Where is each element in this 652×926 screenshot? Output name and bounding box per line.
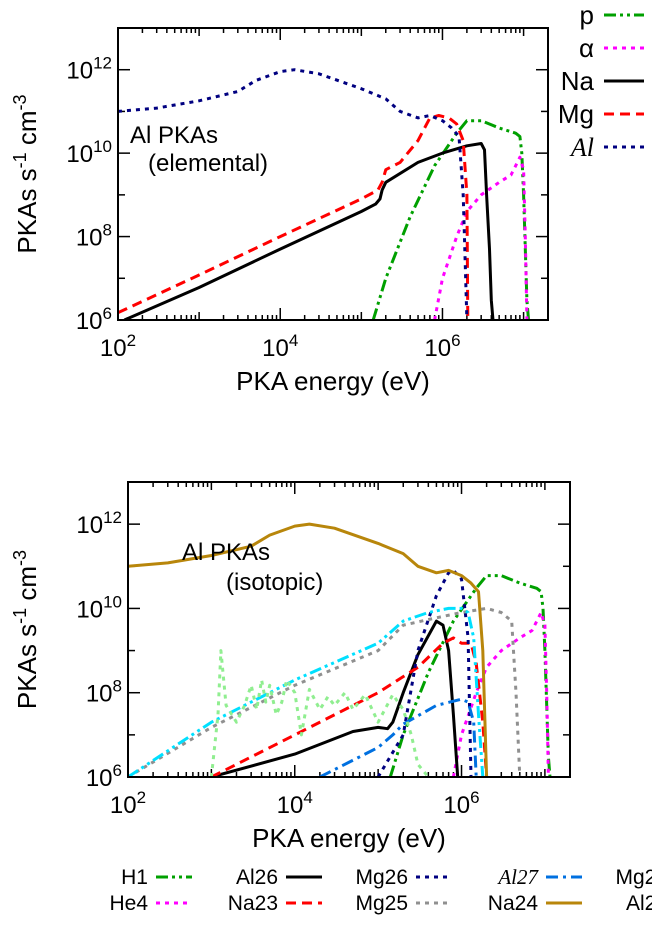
legend-label-p: p bbox=[580, 0, 594, 30]
y-tick-label: 1010 bbox=[66, 137, 112, 168]
y-tick-label: 106 bbox=[76, 304, 112, 335]
y-tick-label: 1012 bbox=[76, 508, 122, 539]
series-group bbox=[118, 68, 530, 320]
annotation-line-2: (elemental) bbox=[148, 150, 268, 177]
y-axis-label: PKAs s-1 cm-3 bbox=[10, 550, 42, 709]
legend-label-h1: H1 bbox=[121, 866, 148, 889]
y-tick-label: 108 bbox=[76, 221, 112, 252]
legend-label-mg26: Mg26 bbox=[355, 866, 408, 889]
series-group bbox=[128, 522, 552, 777]
series-line-na23 bbox=[210, 636, 489, 777]
series-line-mg26 bbox=[376, 568, 473, 777]
annotation-line-2: (isotopic) bbox=[226, 569, 323, 596]
x-axis-label: PKA energy (eV) bbox=[252, 823, 446, 853]
legend-label-he4: He4 bbox=[109, 892, 148, 915]
x-tick-label: 104 bbox=[277, 788, 313, 819]
y-axis-label: PKAs s-1 cm-3 bbox=[10, 94, 42, 253]
y-tick-label: 106 bbox=[86, 761, 122, 792]
legend-label-al26: Al26 bbox=[236, 866, 278, 889]
series-line-al26 bbox=[211, 619, 460, 777]
series-line-h1 bbox=[388, 574, 552, 777]
series-line-α bbox=[433, 155, 529, 320]
legend-label-α: α bbox=[579, 33, 594, 63]
annotation-line-1: Al PKAs bbox=[182, 539, 270, 566]
x-tick-label: 106 bbox=[424, 331, 460, 362]
y-tick-label: 1010 bbox=[76, 592, 122, 623]
legend-label-al28: Al28 bbox=[626, 892, 652, 915]
legend-label-al: Al bbox=[569, 133, 594, 162]
y-tick-label: 1012 bbox=[66, 54, 112, 85]
legend-label-na: Na bbox=[561, 66, 595, 96]
plot-frame bbox=[127, 481, 571, 778]
series-line-p bbox=[371, 119, 530, 320]
x-tick-label: 102 bbox=[110, 788, 146, 819]
legend-label-na23: Na23 bbox=[228, 892, 278, 915]
plot-frame bbox=[117, 27, 549, 321]
series-line-al27 bbox=[319, 697, 479, 777]
y-tick-label: 108 bbox=[86, 677, 122, 708]
legend-label-mg25: Mg25 bbox=[355, 892, 408, 915]
series-line-al bbox=[118, 68, 469, 320]
chart-panel-1: 102 104 106 106 108 1010 1012 PKA energy (eV) PK… bbox=[10, 0, 644, 396]
legend-label-al27: Al27 bbox=[496, 865, 539, 889]
x-tick-label: 102 bbox=[100, 331, 136, 362]
series-line-na bbox=[123, 142, 495, 320]
legend-label-na24: Na24 bbox=[488, 892, 539, 915]
x-axis-label: PKA energy (eV) bbox=[236, 366, 430, 396]
series-line-al28 bbox=[209, 649, 430, 777]
legend-label-mg: Mg bbox=[558, 99, 594, 129]
series-line-na24 bbox=[128, 522, 489, 777]
series-line-mg27 bbox=[128, 606, 485, 777]
legend-label-mg27: Mg27 bbox=[615, 866, 652, 889]
series-line-mg25 bbox=[128, 606, 522, 777]
chart-panel-2: 102 104 106 106 108 1010 1012 PKA energy (eV) PK… bbox=[10, 481, 652, 915]
series-line-he4 bbox=[451, 611, 550, 777]
x-tick-label: 106 bbox=[443, 788, 479, 819]
annotation-line-1: Al PKAs bbox=[130, 122, 218, 149]
series-line-mg bbox=[118, 114, 470, 320]
x-tick-label: 104 bbox=[262, 331, 298, 362]
legend: H1 He4 Al26 Na23 Mg26 Mg25 Al27 Na24 Mg27 Al28 bbox=[109, 865, 652, 915]
